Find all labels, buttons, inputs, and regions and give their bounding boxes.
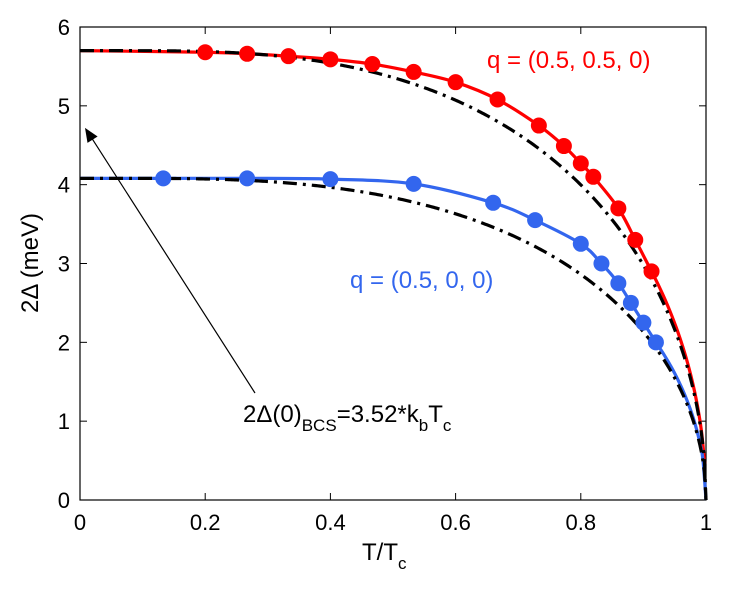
blue-data-point (485, 194, 502, 211)
bcs-annotation-sub3: c (443, 416, 452, 435)
blue-data-point (622, 294, 639, 311)
bcs-annotation-sub2: b (419, 416, 428, 435)
y-tick-label: 1 (58, 409, 70, 434)
x-tick-label: 0.6 (440, 510, 471, 535)
blue-data-point (593, 255, 610, 272)
blue-data-point (322, 171, 339, 188)
bcs-annotation-sub: BCS (302, 416, 337, 435)
blue-data-point (635, 314, 652, 331)
x-tick-label: 0.8 (566, 510, 597, 535)
ticks: 0 0.2 0.4 0.6 0.8 1 0 1 2 3 4 5 6 (58, 15, 712, 535)
bcs-annotation-prefix: 2Δ(0) (243, 401, 302, 428)
red-data-point (643, 263, 660, 280)
y-tick-label: 2 (58, 330, 70, 355)
red-data-point (280, 48, 297, 65)
blue-data-point (405, 175, 422, 192)
red-data-point (239, 45, 256, 62)
red-data-point (489, 91, 506, 108)
red-data-point (585, 168, 602, 185)
blue-data-point (572, 235, 589, 252)
y-tick-label: 6 (58, 15, 70, 40)
x-axis-title-sub: c (398, 554, 407, 573)
arrow-shaft (90, 136, 256, 394)
red-series-label: q = (0.5, 0.5, 0) (487, 47, 650, 74)
red-data-point (447, 74, 464, 91)
blue-data-point (647, 334, 664, 351)
bcs-annotation-mid: =3.52*k (337, 401, 420, 428)
axes-frame (79, 26, 707, 501)
bcs-arrow (85, 127, 256, 394)
red-data-point (197, 44, 214, 61)
red-data-point (610, 200, 627, 217)
red-data-point (530, 117, 547, 134)
blue-data-point (155, 170, 172, 187)
markers (155, 44, 664, 351)
plot-area (79, 26, 707, 501)
y-tick-label: 0 (58, 488, 70, 513)
x-axis-title: T/Tc (362, 539, 407, 573)
blue-series-label: q = (0.5, 0, 0) (350, 267, 493, 294)
arrow-head (85, 127, 98, 143)
y-axis-title: 2Δ (meV) (17, 213, 44, 313)
y-tick-label: 3 (58, 252, 70, 277)
blue-bcs-line (80, 176, 708, 501)
red-data-point (405, 63, 422, 80)
x-tick-label: 0 (74, 510, 86, 535)
red-data-point (627, 231, 644, 248)
x-tick-label: 1 (700, 510, 712, 535)
blue-data-point (239, 170, 256, 187)
bcs-annotation: 2Δ(0)BCS=3.52*kbTc (243, 401, 452, 435)
red-bcs-line (80, 49, 708, 501)
x-tick-label: 0.2 (190, 510, 221, 535)
y-tick-label: 4 (58, 173, 70, 198)
blue-data-point (527, 212, 544, 229)
blue-data-point (610, 275, 627, 292)
blue-fit-line (79, 176, 708, 501)
y-tick-label: 5 (58, 94, 70, 119)
red-data-point (572, 155, 589, 172)
x-axis-title-main: T/T (362, 539, 398, 566)
red-data-point (322, 51, 339, 68)
x-tick-label: 0.4 (315, 510, 346, 535)
red-data-point (555, 138, 572, 155)
bcs-annotation-T: T (428, 401, 443, 428)
red-data-point (364, 56, 381, 73)
